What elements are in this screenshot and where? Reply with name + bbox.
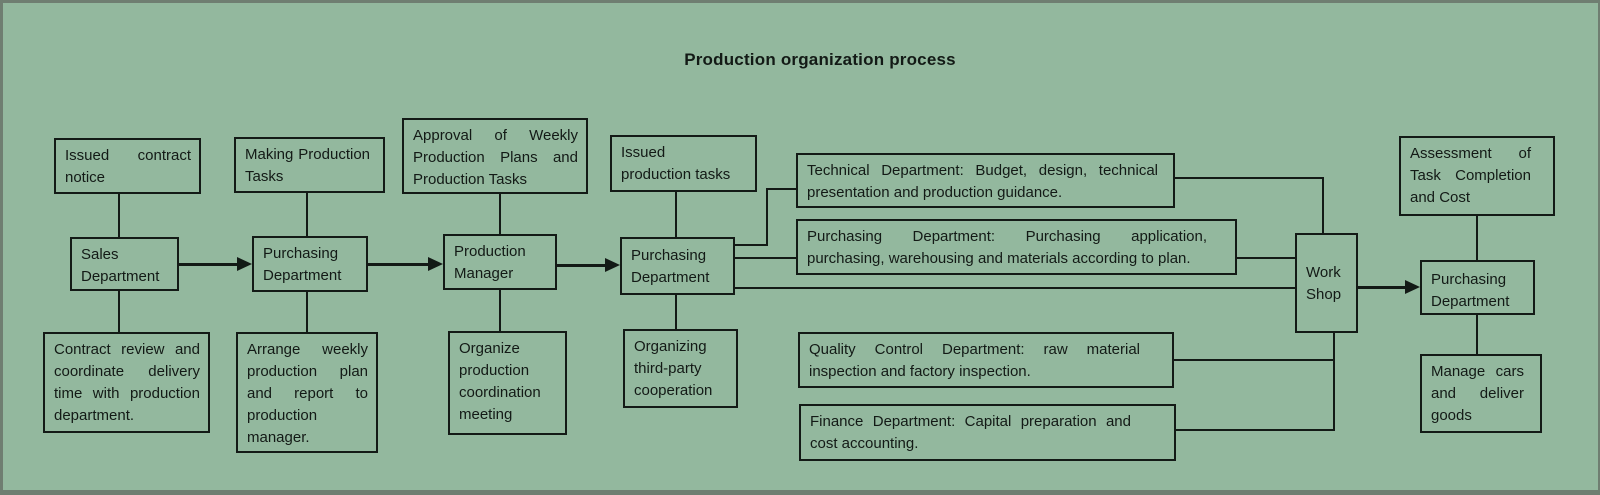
connector [1333,333,1335,431]
box-assessment-task-completion: Assessment of Task Completion and Cost [1399,136,1555,216]
flow-arrow [557,264,607,267]
box-approval-weekly-plans: Approval of Weekly Production Plans and … [402,118,588,194]
connector [735,257,796,259]
connector [735,287,1295,289]
flow-arrow [1358,286,1407,289]
box-contract-review: Contract review and coordinate delivery … [43,332,210,433]
box-arrange-weekly-plan: Arrange weekly production plan and repor… [236,332,378,453]
flow-arrow [179,263,238,266]
connector [306,193,308,236]
connector [306,292,308,332]
flow-arrow-head [428,257,443,271]
box-quality-control-department: Quality Control Department: raw material… [798,332,1174,388]
box-purchasing-department-1: Purchasing Department [252,236,368,292]
box-purchasing-department-detail: Purchasing Department: Purchasing applic… [796,219,1237,275]
connector [118,291,120,332]
box-purchasing-department-2: Purchasing Department [620,237,735,295]
connector [766,188,798,190]
connector [1237,257,1295,259]
connector [1174,359,1335,361]
box-purchasing-department-3: Purchasing Department [1420,260,1535,315]
diagram-title: Production organization process [684,50,956,69]
box-sales-department: Sales Department [70,237,179,291]
box-making-production-tasks: Making Production Tasks [234,137,385,193]
connector [675,295,677,329]
work-shop-label: Work Shop [1306,263,1342,303]
box-issued-production-tasks: Issued production tasks [610,135,757,192]
connector [735,244,768,246]
connector [1175,177,1324,179]
box-organize-coordination-meeting: Organize production coordination meeting [448,331,567,435]
flow-arrow-head [237,257,252,271]
box-manage-cars-deliver-goods: Manage cars and deliver goods [1420,354,1542,433]
connector [675,192,677,237]
box-production-manager: Production Manager [443,234,557,290]
connector [1176,429,1335,431]
box-issued-contract-notice: Issued contract notice [54,138,201,194]
flow-arrow-head [1405,280,1420,294]
flow-arrow-head [605,258,620,272]
connector [1476,315,1478,354]
box-technical-department: Technical Department: Budget, design, te… [796,153,1175,208]
connector [118,194,120,237]
connector [499,194,501,234]
box-organizing-third-party: Organizing third-party cooperation [623,329,738,408]
connector [499,290,501,331]
connector [766,188,768,246]
flow-arrow [368,263,429,266]
connector [1322,177,1324,234]
box-finance-department: Finance Department: Capital preparation … [799,404,1176,461]
box-work-shop: Work Shop [1295,233,1358,333]
connector [1476,216,1478,260]
